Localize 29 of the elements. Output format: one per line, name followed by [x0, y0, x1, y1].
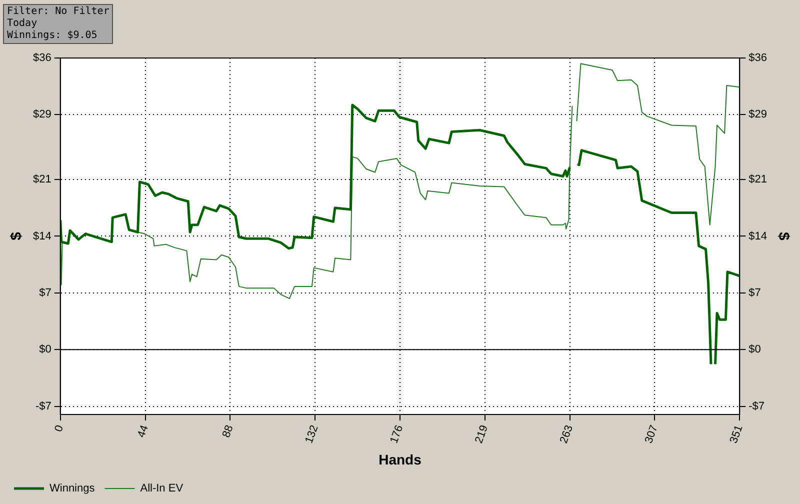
y-tick-label: $14	[32, 230, 52, 242]
y2-tick-label: $7	[748, 286, 761, 299]
x-tick-label: 351	[728, 424, 746, 445]
y-tick-label: $7	[39, 286, 52, 299]
y-axis-title: $	[8, 231, 26, 240]
x-tick-label: 88	[220, 424, 236, 440]
legend-label: Winnings	[50, 482, 96, 495]
y2-tick-label: $0	[748, 344, 761, 356]
y2-tick-label: -$7	[748, 400, 765, 412]
x-tick-label: 44	[135, 424, 151, 440]
x-tick-label: 219	[473, 424, 491, 445]
x-tick-label: 263	[558, 424, 576, 445]
y2-axis-title: $	[774, 232, 792, 242]
y-tick-label: -$7	[35, 400, 52, 412]
y-tick-label: $29	[32, 108, 52, 121]
filter-info: Filter: No Filter Today Winnings: $9.05	[3, 4, 114, 44]
y-tick-label: $36	[32, 52, 52, 64]
y-tick-label: $0	[39, 344, 52, 356]
y-tick-label: $21	[32, 174, 52, 186]
y2-tick-label: $36	[748, 52, 768, 64]
y2-tick-label: $14	[748, 230, 768, 242]
legend-label: All-In EV	[140, 482, 184, 495]
x-tick-label: 132	[303, 424, 321, 445]
x-tick-label: 0	[52, 424, 66, 434]
y2-tick-label: $29	[748, 108, 768, 121]
x-tick-label: 176	[388, 424, 406, 445]
x-axis-title: Hands	[378, 451, 422, 468]
y2-tick-label: $21	[748, 174, 768, 186]
x-tick-label: 307	[642, 424, 660, 445]
